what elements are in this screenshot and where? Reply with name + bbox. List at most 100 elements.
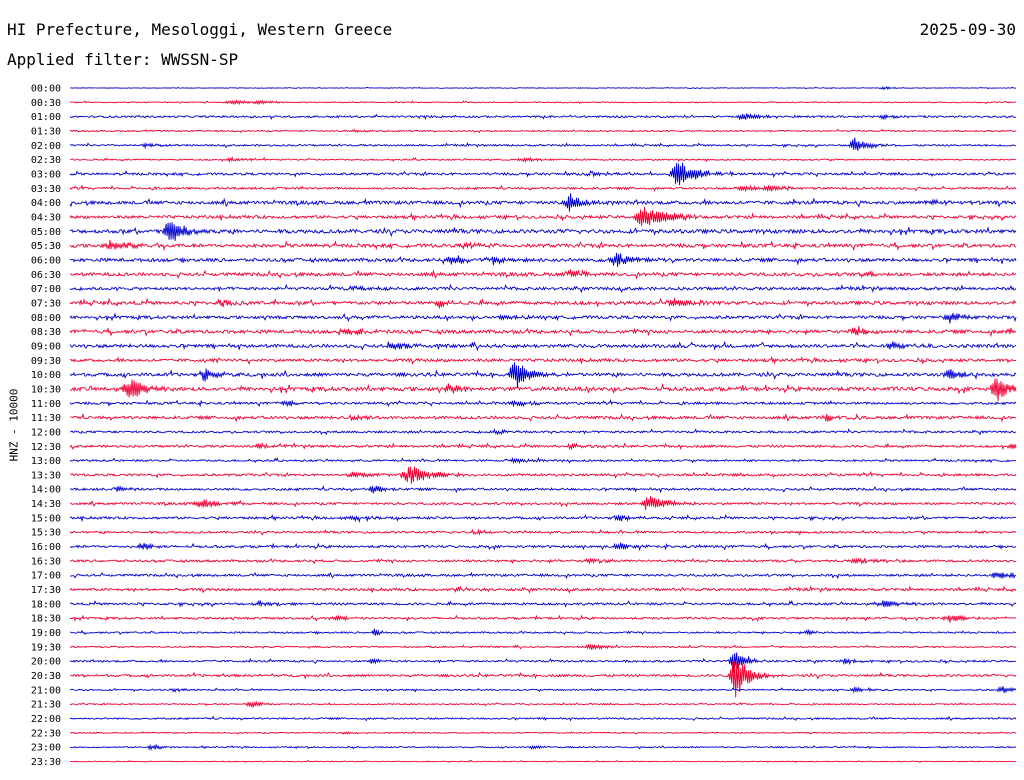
filter-label: Applied filter: WWSSN-SP <box>7 50 239 69</box>
trace-2000 <box>69 652 1017 673</box>
trace-0230 <box>69 156 1017 164</box>
time-tick-label: 08:00 <box>31 313 61 324</box>
trace-1200 <box>69 428 1017 436</box>
trace-0200 <box>69 137 1017 151</box>
trace-1530 <box>69 528 1017 536</box>
trace-0300 <box>69 162 1017 186</box>
time-tick-label: 13:30 <box>31 470 61 481</box>
time-tick-label: 09:00 <box>31 341 61 352</box>
time-tick-label: 06:00 <box>31 255 61 266</box>
trace-0700 <box>69 283 1017 294</box>
trace-1030 <box>69 378 1017 402</box>
time-tick-label: 01:00 <box>31 112 61 123</box>
seismic-traces <box>69 85 1017 764</box>
time-tick-label: 20:30 <box>31 671 61 682</box>
date-label: 2025-09-30 <box>919 20 1016 39</box>
trace-2200 <box>69 715 1017 722</box>
trace-1500 <box>69 514 1017 524</box>
time-tick-label: 22:30 <box>31 728 61 739</box>
time-tick-label: 10:30 <box>31 384 61 395</box>
trace-1900 <box>69 628 1017 636</box>
trace-0930 <box>69 355 1017 365</box>
trace-0130 <box>69 128 1017 134</box>
time-tick-label: 06:30 <box>31 270 61 281</box>
time-tick-label: 12:00 <box>31 427 61 438</box>
time-tick-label: 19:30 <box>31 642 61 653</box>
time-tick-label: 19:00 <box>31 628 61 639</box>
time-tick-label: 23:30 <box>31 757 61 768</box>
trace-2300 <box>69 743 1017 751</box>
trace-0400 <box>69 193 1017 212</box>
trace-0500 <box>69 222 1017 241</box>
trace-1730 <box>69 584 1017 594</box>
trace-1800 <box>69 599 1017 608</box>
trace-0330 <box>69 184 1017 193</box>
trace-1000 <box>69 362 1017 389</box>
time-tick-label: 15:30 <box>31 528 61 539</box>
trace-0730 <box>69 297 1017 309</box>
time-tick-label: 07:00 <box>31 284 61 295</box>
time-tick-label: 14:00 <box>31 485 61 496</box>
time-tick-label: 20:00 <box>31 657 61 668</box>
trace-1400 <box>69 485 1017 494</box>
trace-1430 <box>69 495 1017 511</box>
time-tick-label: 10:00 <box>31 370 61 381</box>
time-tick-label: 09:30 <box>31 356 61 367</box>
time-tick-label: 04:30 <box>31 212 61 223</box>
time-tick-label: 21:00 <box>31 685 61 696</box>
trace-2230 <box>70 731 1017 735</box>
time-tick-label: 05:00 <box>31 227 61 238</box>
time-tick-label: 00:30 <box>31 98 61 109</box>
time-tick-label: 15:00 <box>31 513 61 524</box>
time-tick-label: 16:00 <box>31 542 61 553</box>
time-tick-label: 21:30 <box>31 700 61 711</box>
trace-1930 <box>69 643 1017 651</box>
trace-2030 <box>69 661 1017 698</box>
trace-0900 <box>69 340 1017 352</box>
time-tick-label: 18:00 <box>31 599 61 610</box>
time-tick-label: 22:00 <box>31 714 61 725</box>
trace-0100 <box>69 113 1017 121</box>
trace-1300 <box>69 457 1017 465</box>
time-tick-label: 08:30 <box>31 327 61 338</box>
time-tick-label: 02:30 <box>31 155 61 166</box>
time-tick-label: 18:30 <box>31 614 61 625</box>
trace-1600 <box>69 542 1017 552</box>
trace-1130 <box>69 412 1017 423</box>
time-tick-label: 12:30 <box>31 442 61 453</box>
time-tick-label: 03:00 <box>31 169 61 180</box>
trace-0030 <box>70 99 1017 106</box>
station-title: HI Prefecture, Mesologgi, Western Greece <box>7 20 393 39</box>
time-tick-label: 05:30 <box>31 241 61 252</box>
time-tick-label: 07:30 <box>31 298 61 309</box>
trace-1700 <box>70 571 1017 580</box>
time-tick-label: 16:30 <box>31 556 61 567</box>
trace-1230 <box>69 442 1017 451</box>
trace-1100 <box>69 399 1017 408</box>
time-tick-label: 02:00 <box>31 141 61 152</box>
time-tick-label: 17:00 <box>31 571 61 582</box>
time-tick-label: 04:00 <box>31 198 61 209</box>
time-tick-label: 11:00 <box>31 399 61 410</box>
time-tick-label: 11:30 <box>31 413 61 424</box>
trace-0800 <box>69 312 1017 324</box>
trace-0630 <box>70 269 1017 280</box>
trace-2100 <box>69 685 1017 694</box>
time-tick-label: 13:00 <box>31 456 61 467</box>
time-tick-label: 00:00 <box>31 84 61 95</box>
trace-1830 <box>69 614 1017 623</box>
trace-0830 <box>69 326 1017 338</box>
time-tick-label: 14:30 <box>31 499 61 510</box>
time-tick-label: 23:00 <box>31 743 61 754</box>
time-tick-labels: 00:00 00:30 01:00 01:30 02:00 02:30 03:00 03:30… <box>31 84 61 769</box>
trace-2330 <box>69 759 1017 764</box>
time-tick-label: 01:30 <box>31 126 61 137</box>
trace-0530 <box>69 240 1017 252</box>
trace-1330 <box>69 466 1017 484</box>
trace-0430 <box>69 206 1017 227</box>
trace-0000 <box>70 85 1017 91</box>
trace-0600 <box>69 252 1017 268</box>
time-tick-label: 17:30 <box>31 585 61 596</box>
time-tick-label: 03:30 <box>31 184 61 195</box>
